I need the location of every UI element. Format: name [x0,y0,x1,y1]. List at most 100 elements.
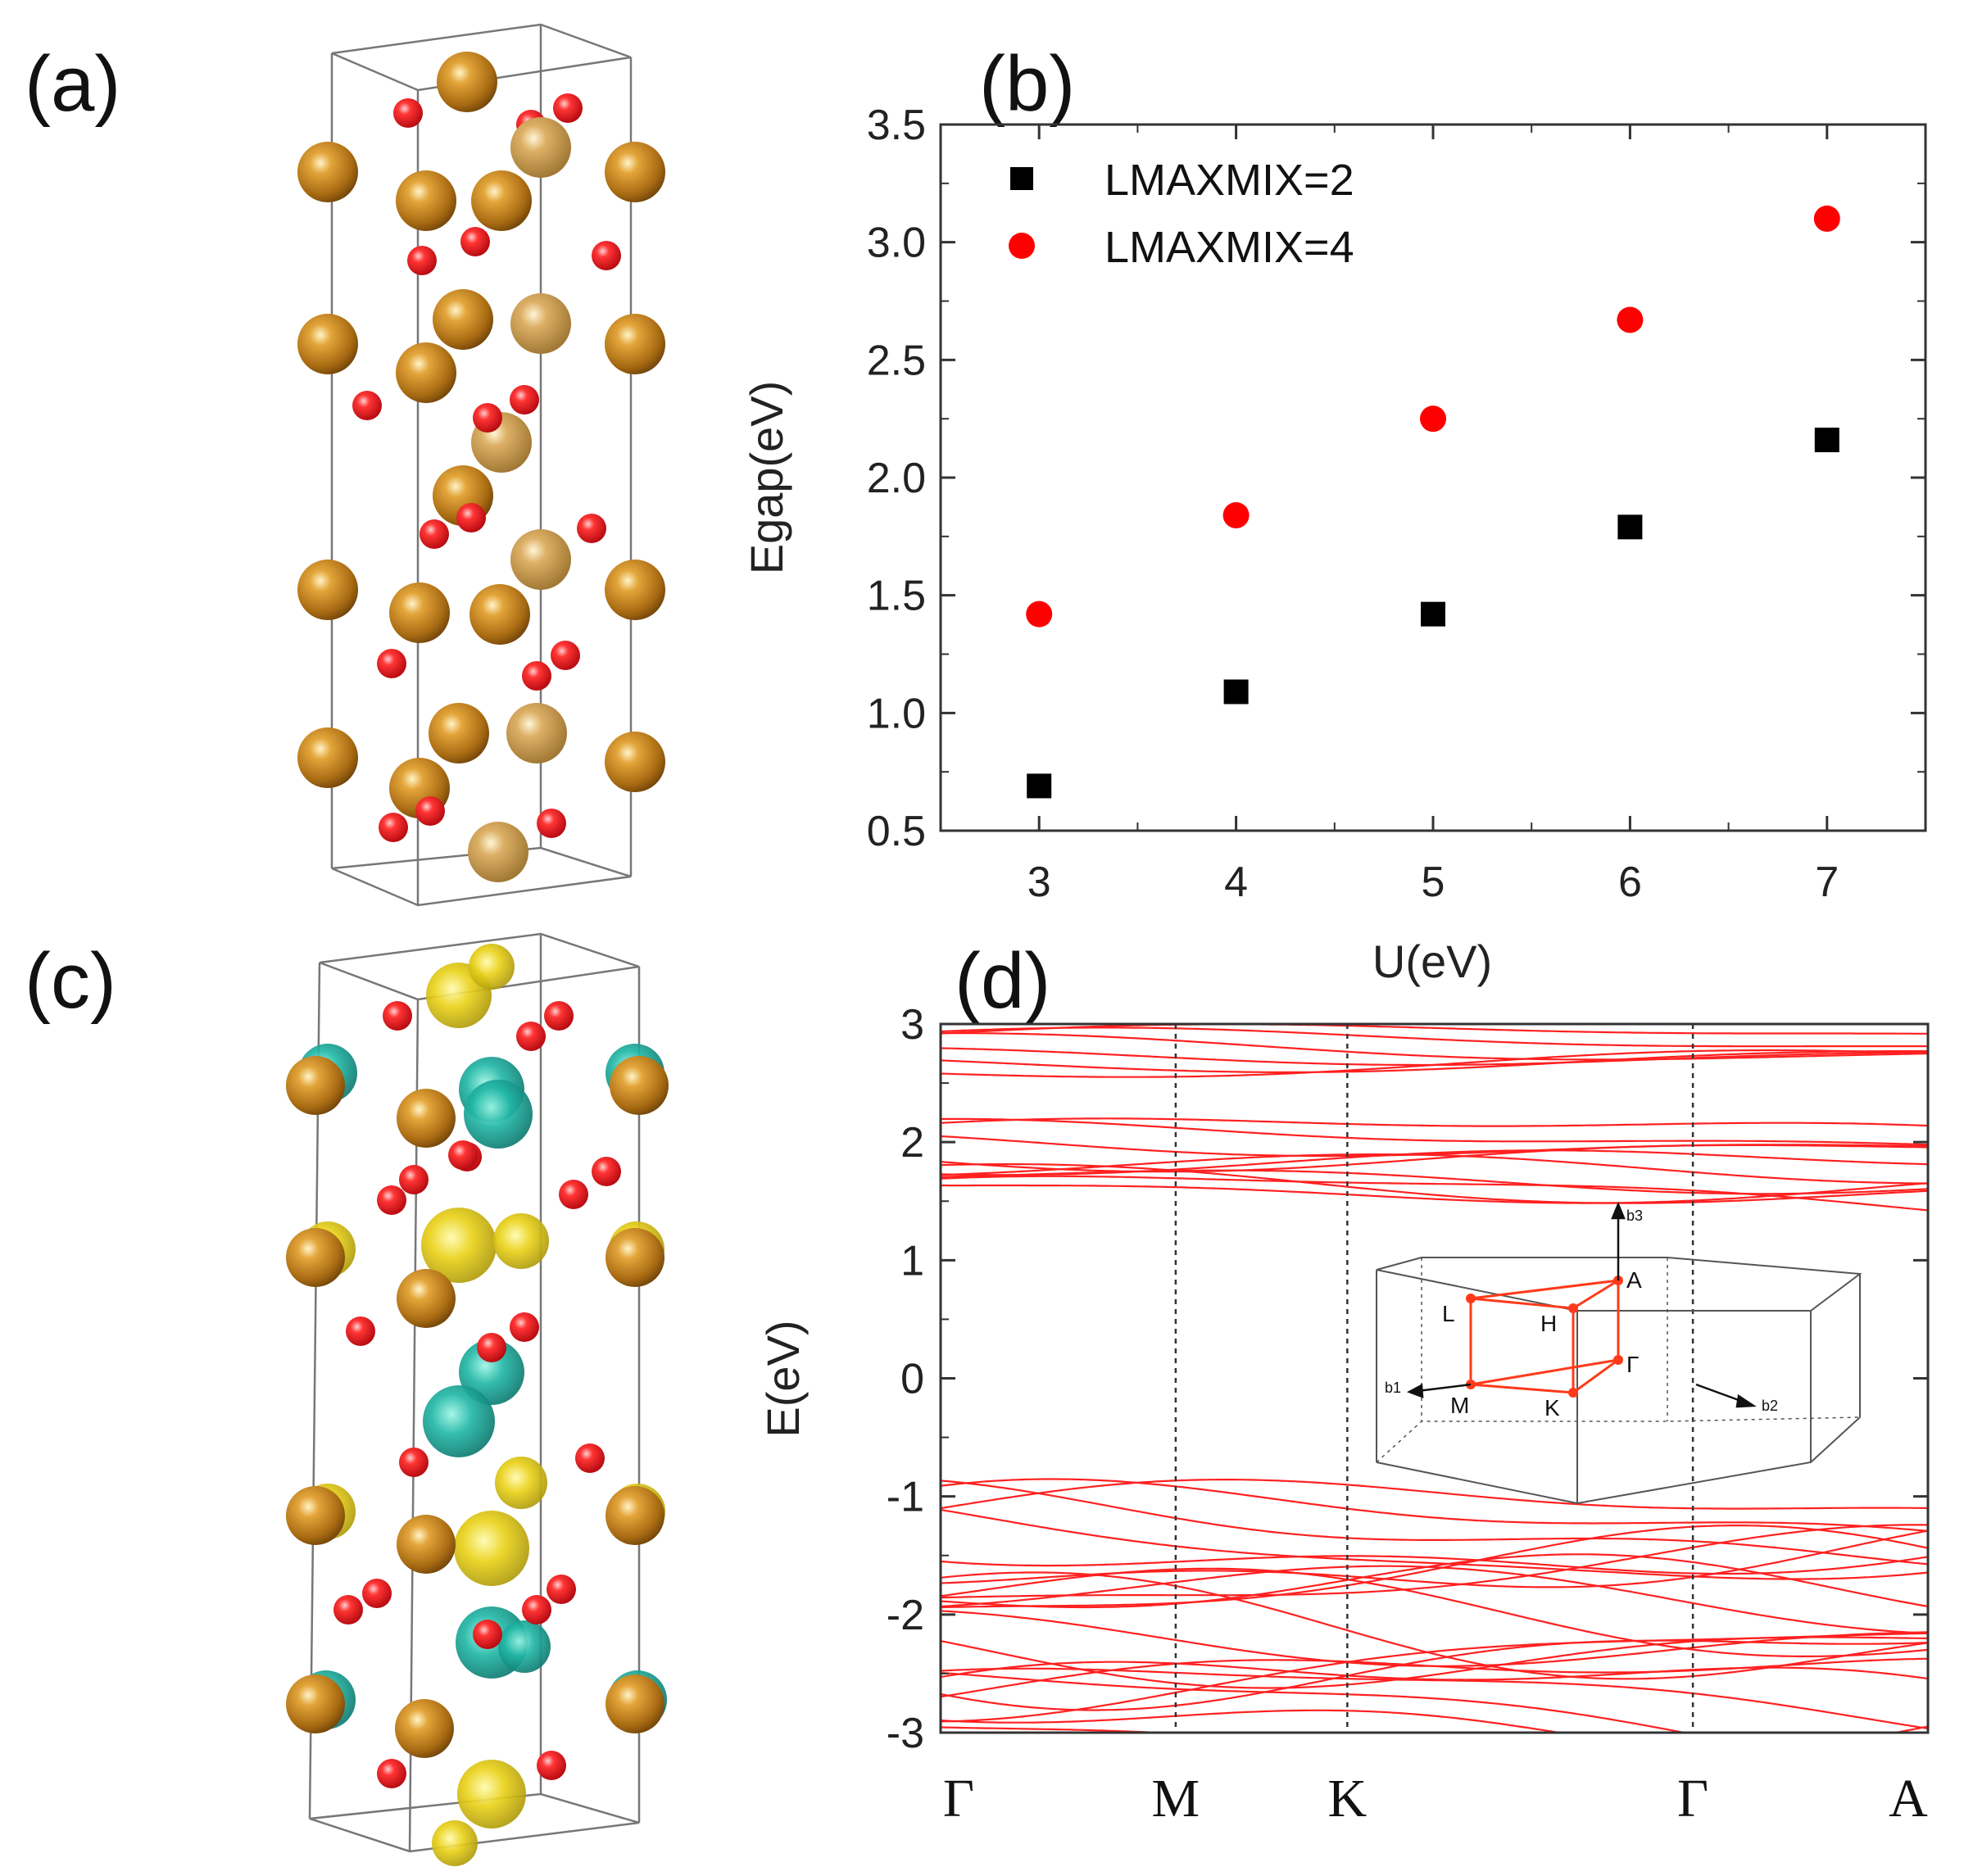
iron-atom [605,142,665,202]
oxygen-atom [551,641,580,670]
band-line [941,1182,1928,1204]
band-line [941,1169,1928,1195]
band-line [941,1049,1928,1078]
oxygen-atom-c [575,1443,605,1473]
iron-atom-c [395,1699,454,1758]
oxygen-atom-c [592,1157,621,1186]
oxygen-atom [473,403,502,433]
oxygen-atom [456,503,486,532]
x-tick-label-b: 4 [1224,859,1248,906]
band-lines [941,1024,1928,1733]
point-lmaxmix4 [1813,205,1840,232]
x-tick-label-b: 5 [1422,859,1445,906]
oxygen-atom-c [559,1180,588,1209]
panel-b-label: (b) [979,40,1075,128]
iron-atom [297,727,358,788]
spin-down-isosurface [454,1511,529,1586]
iron-atom [510,117,571,178]
y-axis-title-d: E(eV) [757,1320,809,1437]
kpath-label: M [1152,1769,1200,1828]
band-line [941,1709,1565,1733]
bz-label-H: H [1540,1311,1557,1336]
oxygen-atom-c [473,1620,502,1649]
iron-atom [605,314,665,374]
crystal-structure-panel-a [297,23,665,907]
oxygen-atom [393,98,423,128]
legend-b: LMAXMIX=2 LMAXMIX=4 [1009,156,1354,272]
iron-atom [433,289,493,350]
bz-vector-b1: b1 [1385,1380,1401,1396]
spin-down-isosurface [495,1457,547,1509]
oxygen-atom-c [383,1001,412,1031]
y-tick-label-d: -3 [887,1710,924,1757]
point-lmaxmix2 [1223,679,1249,705]
spin-down-isosurface [493,1213,549,1269]
band-line [941,1524,1928,1599]
data-points-b [1026,205,1840,799]
oxygen-atom [377,649,406,678]
spin-down-isosurface [432,1820,478,1866]
iron-atom [510,293,571,354]
iron-atom-c [397,1269,456,1328]
iron-atom [605,732,665,792]
oxygen-atom-c [377,1759,406,1788]
iron-atom [297,142,358,202]
iron-atom-c [286,1486,345,1545]
band-line [941,1480,1928,1566]
iron-atom [396,342,456,403]
band-line [941,1725,1928,1733]
spin-density-panel-c [286,932,669,1866]
iron-atom-c [286,1674,345,1733]
oxygen-atom-c [346,1316,375,1346]
band-line [941,1478,1928,1510]
x-axis-title-b: U(eV) [1372,936,1492,987]
band-line [941,1478,1928,1532]
oxygen-atom [352,391,382,420]
egap-chart: 0.5 1.0 1.5 2.0 2.5 3.0 3.5 3 4 5 6 7 Egap(eV) U(eV… [741,102,1927,987]
oxygen-atom [537,809,566,838]
oxygen-atom [592,241,621,270]
y-tick-label-d: 3 [900,1001,924,1049]
oxygen-atom-c [547,1575,576,1604]
oxygen-atom-c [362,1579,392,1608]
legend-label-lmaxmix2: LMAXMIX=2 [1104,156,1354,205]
x-tick-label-b: 6 [1618,859,1642,906]
band-structure-chart: 3 2 1 0 -1 -2 -3 Γ M K Γ A E(eV) [757,1001,1930,1828]
band-line [941,1657,1928,1698]
point-lmaxmix4 [1617,306,1644,333]
band-line [941,1117,1928,1127]
oxygen-atom [420,519,449,549]
panel-d-label: (d) [955,937,1050,1025]
y-tick-label-b: 3.5 [867,102,926,149]
band-line [941,1049,1928,1074]
y-tick-label-b: 2.5 [867,337,926,384]
y-tick-label-b: 2.0 [867,455,926,502]
bz-label-L: L [1442,1301,1455,1326]
oxygen-atom-c [377,1185,406,1215]
iron-atom [469,584,530,645]
y-tick-label-b: 0.5 [867,808,926,855]
x-tick-label-b: 3 [1027,859,1051,906]
oxygen-atom [522,661,551,691]
iron-atom [471,170,532,231]
iron-atom-c [606,1228,664,1287]
point-lmaxmix4 [1222,501,1250,528]
iron-atom-c [397,1089,456,1148]
panel-a-label: (a) [25,40,120,128]
band-line [941,1524,1928,1609]
oxygen-atom [577,514,606,543]
iron-atom-c [606,1486,664,1545]
atoms-c [286,944,669,1866]
point-lmaxmix4 [1420,406,1446,433]
iron-atom [297,560,358,620]
bz-label-M: M [1450,1393,1469,1418]
band-line [941,1508,1928,1580]
oxygen-atom-c [537,1751,566,1780]
iron-atom-c [606,1674,664,1733]
kpath-label: Γ [943,1769,974,1828]
oxygen-atom-c [399,1448,429,1477]
point-lmaxmix2 [1617,514,1643,540]
oxygen-atom-c [448,1140,478,1170]
band-line [941,1639,1928,1711]
